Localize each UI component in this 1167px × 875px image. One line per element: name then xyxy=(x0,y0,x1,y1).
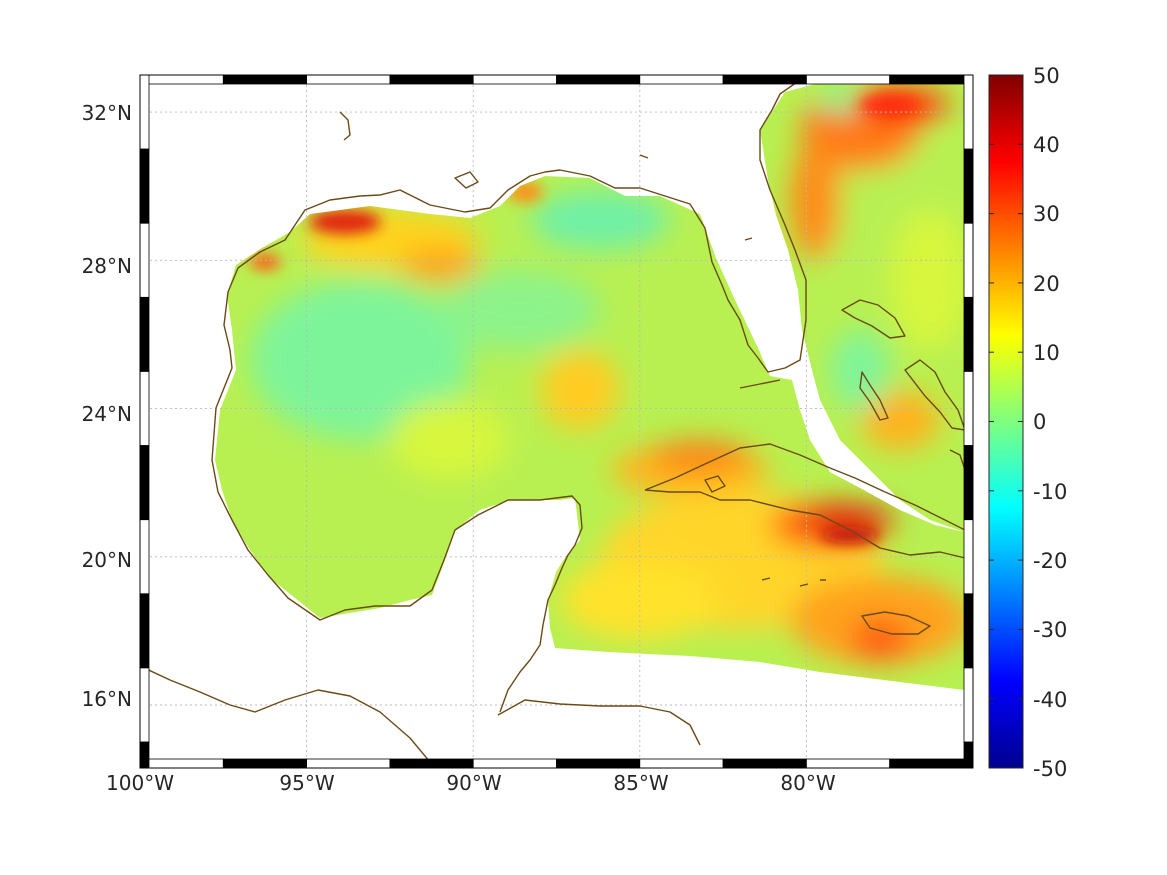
colorbar-tick-label: -10 xyxy=(1033,480,1067,504)
frame-segment xyxy=(472,74,557,85)
lon-tick-label: 90°W xyxy=(446,771,501,795)
data-field xyxy=(215,84,964,690)
colorbar-ticks xyxy=(989,74,1023,769)
lon-tick-label: 85°W xyxy=(613,771,668,795)
colorbar: 50 40 30 20 10 0 -10 -20 -30 -40 -50 xyxy=(988,64,1067,781)
frame-segment xyxy=(963,371,974,446)
frame-segment xyxy=(139,519,150,595)
frame-outline xyxy=(139,74,974,769)
lat-tick-label: 32°N xyxy=(82,101,132,125)
frame-segment xyxy=(963,445,974,521)
frame-segment xyxy=(139,667,150,743)
frame-segment xyxy=(963,593,974,669)
frame-segment xyxy=(139,758,224,769)
frame-segment xyxy=(139,222,150,298)
lon-tick-label: 80°W xyxy=(780,771,835,795)
frame-segment xyxy=(139,593,150,669)
colorbar-tick-label: 10 xyxy=(1033,341,1060,365)
lon-tick-labels: 100°W 95°W 90°W 85°W 80°W xyxy=(106,771,836,795)
frame-segment xyxy=(963,519,974,595)
lat-tick-label: 24°N xyxy=(82,402,132,426)
frame-segment xyxy=(389,758,474,769)
colorbar-tick-labels: 50 40 30 20 10 0 -10 -20 -30 -40 -50 xyxy=(1033,64,1067,781)
map-frame xyxy=(139,74,974,769)
colorbar-tick-label: -50 xyxy=(1033,757,1067,781)
colorbar-tick-label: 20 xyxy=(1033,272,1060,296)
colorbar-tick-label: 30 xyxy=(1033,202,1060,226)
lon-tick-label: 100°W xyxy=(106,771,174,795)
frame-segment xyxy=(889,74,974,85)
colorbar-tick-label: 50 xyxy=(1033,64,1060,88)
frame-segment xyxy=(222,74,308,85)
colorbar-bar xyxy=(988,74,1024,769)
colorbar-tick-label: -20 xyxy=(1033,549,1067,573)
frame-segment xyxy=(963,148,974,224)
lon-tick-label: 95°W xyxy=(279,771,334,795)
frame-segment xyxy=(963,222,974,298)
frame-segment xyxy=(139,74,150,150)
frame-segment xyxy=(139,371,150,446)
frame-segment xyxy=(806,758,891,769)
frame-segment xyxy=(889,758,974,769)
frame-segment xyxy=(963,296,974,372)
frame-segment xyxy=(722,74,807,85)
frame-segment xyxy=(472,758,557,769)
frame-segment xyxy=(963,667,974,743)
frame-segment xyxy=(306,758,391,769)
frame-segment xyxy=(139,148,150,224)
lat-tick-label: 20°N xyxy=(82,548,132,572)
frame-segment xyxy=(556,74,641,85)
frame-segment xyxy=(139,74,224,85)
colorbar-tick-label: -40 xyxy=(1033,688,1067,712)
frame-segment xyxy=(639,74,724,85)
frame-segment xyxy=(963,741,974,769)
frame-segment xyxy=(639,758,724,769)
colorbar-tick-label: 40 xyxy=(1033,133,1060,157)
lat-tick-label: 16°N xyxy=(82,687,132,711)
frame-segment xyxy=(963,74,974,150)
frame-segment xyxy=(139,445,150,521)
coastline xyxy=(149,84,965,760)
frame-segment xyxy=(222,758,308,769)
lat-tick-labels: 32°N 28°N 24°N 20°N 16°N xyxy=(82,101,132,711)
colorbar-tick-label: -30 xyxy=(1033,618,1067,642)
frame-segment xyxy=(722,758,807,769)
frame-segment xyxy=(389,74,474,85)
lat-tick-label: 28°N xyxy=(82,254,132,278)
frame-segment xyxy=(556,758,641,769)
map-graticule xyxy=(149,84,965,760)
frame-segment xyxy=(139,741,150,769)
frame-segment xyxy=(806,74,891,85)
colorbar-tick-label: 0 xyxy=(1033,410,1046,434)
frame-segment xyxy=(306,74,391,85)
frame-segment xyxy=(139,296,150,372)
